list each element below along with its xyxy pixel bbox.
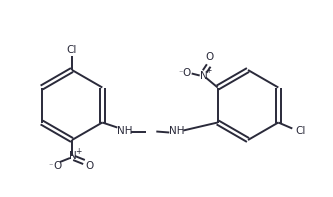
- Text: O: O: [85, 161, 93, 171]
- Text: Cl: Cl: [295, 126, 305, 137]
- Text: ⁻: ⁻: [178, 68, 183, 77]
- Text: N: N: [69, 151, 77, 161]
- Text: NH: NH: [168, 125, 184, 136]
- Text: Cl: Cl: [67, 45, 77, 55]
- Text: NH: NH: [117, 126, 132, 137]
- Text: +: +: [205, 66, 212, 75]
- Text: O: O: [205, 51, 214, 61]
- Text: O: O: [53, 161, 61, 171]
- Text: N: N: [200, 71, 207, 81]
- Text: ⁻: ⁻: [49, 162, 53, 170]
- Text: O: O: [182, 68, 191, 77]
- Text: +: +: [75, 147, 81, 155]
